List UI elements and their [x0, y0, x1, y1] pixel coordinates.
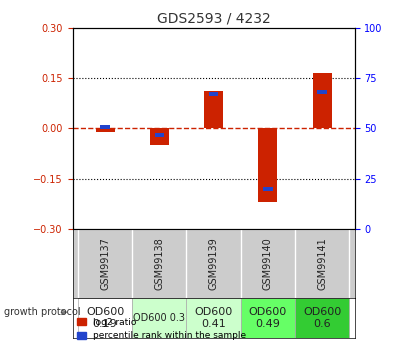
- Text: OD600
0.6: OD600 0.6: [303, 307, 341, 329]
- Text: GSM99139: GSM99139: [209, 237, 218, 290]
- Text: GSM99137: GSM99137: [100, 237, 110, 290]
- Title: GDS2593 / 4232: GDS2593 / 4232: [157, 11, 270, 25]
- Bar: [150, 128, 169, 145]
- Text: OD600
0.19: OD600 0.19: [86, 307, 124, 329]
- FancyBboxPatch shape: [78, 298, 132, 338]
- Bar: [263, 187, 272, 190]
- Text: GSM99138: GSM99138: [154, 237, 164, 290]
- Bar: [96, 128, 114, 131]
- Bar: [100, 125, 110, 129]
- Text: OD600
0.41: OD600 0.41: [195, 307, 233, 329]
- FancyBboxPatch shape: [132, 298, 187, 338]
- Text: GSM99141: GSM99141: [317, 237, 327, 290]
- Bar: [317, 90, 327, 94]
- FancyBboxPatch shape: [241, 298, 295, 338]
- Legend: log2 ratio, percentile rank within the sample: log2 ratio, percentile rank within the s…: [77, 318, 246, 341]
- Text: GSM99140: GSM99140: [263, 237, 273, 290]
- Bar: [258, 128, 277, 202]
- Bar: [209, 92, 218, 96]
- Bar: [204, 91, 223, 128]
- Text: OD600
0.49: OD600 0.49: [249, 307, 287, 329]
- Bar: [155, 133, 164, 137]
- FancyBboxPatch shape: [295, 298, 349, 338]
- Bar: [313, 73, 332, 128]
- FancyBboxPatch shape: [187, 298, 241, 338]
- Text: growth protocol: growth protocol: [4, 307, 81, 317]
- Text: OD600 0.3: OD600 0.3: [133, 313, 185, 323]
